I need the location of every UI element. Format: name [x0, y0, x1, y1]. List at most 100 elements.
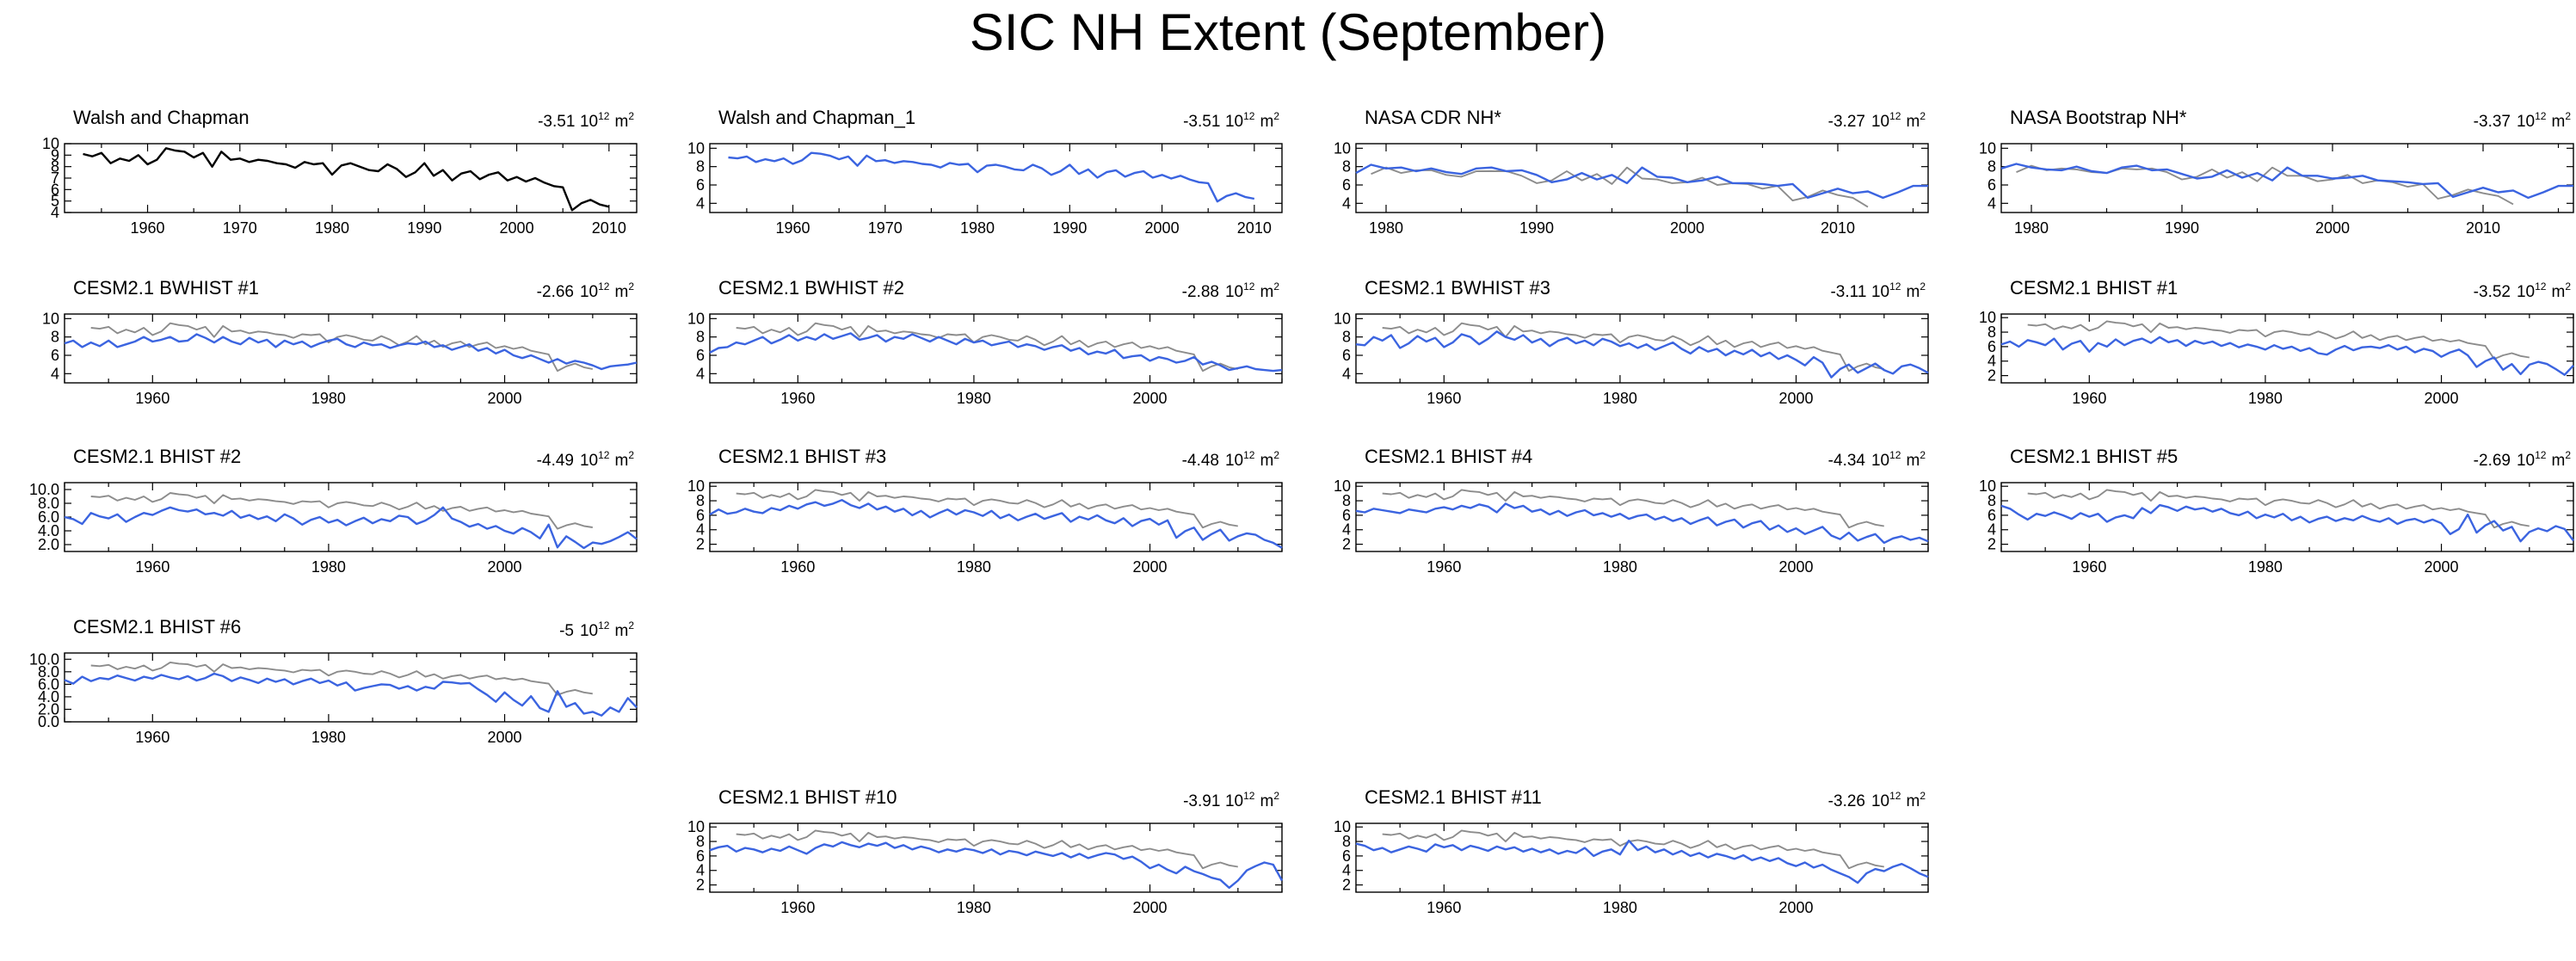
trend-unit-m: m [1906, 283, 1920, 301]
x-tick-label: 1990 [407, 219, 441, 237]
panel-title: CESM2.1 BHIST #5 [2010, 446, 2178, 467]
series-line-reference [90, 661, 593, 696]
x-tick-label: 1980 [957, 558, 991, 576]
panel-bhist-2: CESM2.1 BHIST #2 -4.49 1012 m2 2.0 4.0 6.0 8.0 1… [17, 444, 638, 616]
chart-svg: CESM2.1 BHIST #2 -4.49 1012 m22.04.06.08.01… [29, 446, 638, 576]
panel-bhist-6: CESM2.1 BHIST #6 -5 1012 m2 0.0 2.0 4.0 6.0 8.0 1… [17, 614, 638, 786]
trend-unit-base: 10 [1225, 792, 1243, 810]
trend-value: -2.66 [537, 283, 574, 301]
x-tick-label: 2000 [2425, 390, 2459, 407]
y-tick-label: 2 [1342, 877, 1351, 894]
y-tick-label: 4 [1987, 353, 1996, 370]
x-tick-label: 2000 [1670, 219, 1704, 237]
panel-title: Walsh and Chapman_1 [718, 107, 915, 128]
y-tick-label: 6 [1987, 507, 1996, 524]
panel-bhist-1: CESM2.1 BHIST #1 -3.52 1012 m2 2 4 6 8 10 1960 198… [1954, 275, 2574, 447]
x-tick-label: 2010 [1821, 219, 1855, 237]
x-tick-label: 1980 [960, 219, 995, 237]
panel-walsh-chapman: Walsh and Chapman -3.51 1012 m2 4 5 6 7 8 9 10 1960… [17, 105, 638, 277]
trend-unit-exponent: 12 [598, 619, 610, 631]
x-tick-label: 1990 [1052, 219, 1087, 237]
x-tick-label: 1960 [1427, 390, 1461, 407]
x-tick-label: 2000 [1133, 899, 1168, 916]
trend-label: -4.34 1012 m2 [1828, 449, 1926, 470]
trend-unit-base: 10 [580, 452, 598, 470]
trend-unit-exponent: 12 [1243, 280, 1255, 293]
series-line-model [709, 841, 1284, 890]
trend-unit-exponent: 12 [598, 280, 610, 293]
x-tick-label: 2000 [1145, 219, 1180, 237]
y-tick-label: 10 [687, 139, 705, 157]
series-line-model [64, 506, 638, 550]
x-tick-label: 1980 [315, 219, 349, 237]
plot-frame [64, 652, 638, 723]
y-tick-label: 6 [696, 176, 705, 194]
panel-title: CESM2.1 BWHIST #1 [73, 277, 259, 299]
trend-unit-exponent: 12 [1889, 449, 1901, 461]
plot-frame [64, 313, 638, 384]
panel-title: CESM2.1 BHIST #6 [73, 616, 241, 638]
y-tick-label: 4 [696, 365, 705, 382]
trend-unit-exponent: 12 [1243, 790, 1255, 802]
y-tick-label: 9 [51, 146, 59, 163]
trend-unit-m: m [614, 113, 628, 131]
trend-unit-base: 10 [2517, 283, 2535, 301]
x-tick-label: 1960 [780, 899, 815, 916]
x-tick-label: 1990 [1519, 219, 1554, 237]
trend-unit-squared: 2 [628, 110, 634, 122]
x-tick-label: 2000 [488, 729, 522, 746]
series-line-walsh-and-chapman-1 [728, 151, 1255, 203]
y-tick-label: 4.0 [38, 688, 59, 705]
y-tick-label: 2 [696, 877, 705, 894]
y-tick-label: 2 [1987, 367, 1996, 385]
y-tick-label: 6 [696, 347, 705, 364]
y-tick-label: 10 [1334, 139, 1351, 157]
x-tick-label: 2010 [592, 219, 626, 237]
trend-unit-base: 10 [2517, 452, 2535, 470]
x-tick-label: 2000 [2425, 558, 2459, 576]
y-tick-label: 8 [1987, 492, 1996, 509]
trend-unit-squared: 2 [1273, 790, 1279, 802]
y-tick-label: 6 [696, 507, 705, 524]
trend-label: -2.69 1012 m2 [2474, 449, 2572, 470]
trend-unit-m: m [1906, 792, 1920, 810]
trend-unit-base: 10 [1225, 452, 1243, 470]
y-tick-label: 4 [51, 365, 59, 382]
trend-unit-squared: 2 [1273, 280, 1279, 293]
trend-unit-base: 10 [580, 113, 598, 131]
x-tick-label: 1980 [2248, 558, 2283, 576]
plot-frame [1355, 143, 1929, 213]
y-tick-label: 4 [696, 521, 705, 539]
y-tick-label: 6 [1342, 847, 1351, 865]
x-tick-label: 1980 [1369, 219, 1403, 237]
x-tick-label: 2000 [1779, 899, 1814, 916]
x-tick-label: 1970 [223, 219, 257, 237]
trend-label: -3.37 1012 m2 [2474, 110, 2572, 131]
trend-unit-squared: 2 [628, 449, 634, 461]
panel-bhist-10: CESM2.1 BHIST #10 -3.91 1012 m2 2 4 6 8 10 1960 19… [662, 785, 1284, 957]
y-tick-label: 8.0 [38, 495, 59, 512]
y-tick-label: 10 [42, 135, 59, 152]
trend-unit-exponent: 12 [2535, 110, 2547, 122]
chart-svg: Walsh and Chapman -3.51 1012 m2456789101960… [42, 107, 638, 237]
x-tick-label: 2010 [2466, 219, 2500, 237]
y-tick-label: 6 [1342, 176, 1351, 194]
trend-unit-m: m [614, 452, 628, 470]
trend-value: -3.51 [1183, 113, 1220, 131]
y-tick-label: 2 [696, 536, 705, 553]
plot-frame [64, 143, 638, 213]
y-tick-label: 0.0 [38, 713, 59, 730]
x-tick-label: 1960 [2072, 558, 2106, 576]
x-tick-label: 1960 [135, 390, 169, 407]
trend-value: -4.48 [1182, 452, 1219, 470]
trend-label: -3.11 1012 m2 [1830, 280, 1926, 301]
trend-label: -5 1012 m2 [559, 619, 634, 640]
x-tick-label: 1980 [957, 899, 991, 916]
y-tick-label: 7 [51, 169, 59, 187]
series-line-model [1355, 163, 1928, 200]
